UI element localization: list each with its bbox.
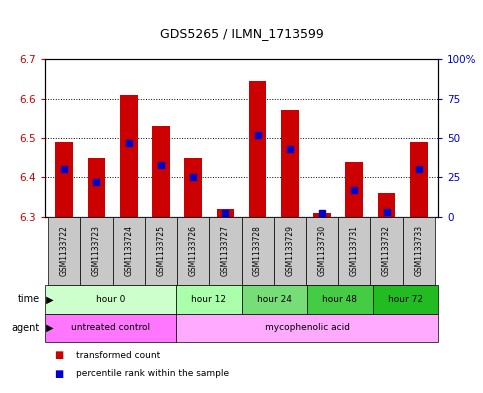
Text: GSM1133731: GSM1133731 (350, 226, 359, 276)
Text: ▶: ▶ (43, 294, 53, 305)
Text: hour 12: hour 12 (191, 295, 226, 304)
Bar (177, 217, 209, 285)
Text: GSM1133729: GSM1133729 (285, 226, 294, 276)
Text: percentile rank within the sample: percentile rank within the sample (76, 369, 229, 378)
Text: GDS5265 / ILMN_1713599: GDS5265 / ILMN_1713599 (159, 27, 324, 40)
Bar (87, 158, 105, 217)
Bar (209, 217, 242, 285)
Text: untreated control: untreated control (71, 323, 150, 332)
Text: GSM1133722: GSM1133722 (60, 226, 69, 276)
Bar (176, 314, 438, 342)
Bar (338, 217, 370, 285)
Text: GSM1133733: GSM1133733 (414, 225, 423, 277)
Text: transformed count: transformed count (76, 351, 160, 360)
Text: GSM1133727: GSM1133727 (221, 226, 230, 276)
Bar (48, 217, 80, 285)
Text: GSM1133730: GSM1133730 (317, 225, 327, 277)
Bar (307, 285, 372, 314)
Bar (281, 110, 298, 217)
Text: hour 72: hour 72 (388, 295, 423, 304)
Bar (176, 285, 242, 314)
Bar (313, 213, 331, 217)
Bar (274, 217, 306, 285)
Text: ▶: ▶ (43, 323, 53, 333)
Bar (410, 142, 427, 217)
Bar (120, 95, 138, 217)
Text: GSM1133724: GSM1133724 (124, 226, 133, 276)
Bar (370, 217, 403, 285)
Text: mycophenolic acid: mycophenolic acid (265, 323, 350, 332)
Bar (45, 285, 176, 314)
Text: ■: ■ (55, 369, 64, 379)
Bar (56, 142, 73, 217)
Bar (145, 217, 177, 285)
Bar (372, 285, 438, 314)
Bar (345, 162, 363, 217)
Text: GSM1133723: GSM1133723 (92, 226, 101, 276)
Bar (242, 217, 274, 285)
Text: GSM1133725: GSM1133725 (156, 226, 166, 276)
Bar (249, 81, 267, 217)
Bar (403, 217, 435, 285)
Bar (113, 217, 145, 285)
Text: time: time (18, 294, 40, 305)
Text: GSM1133726: GSM1133726 (189, 226, 198, 276)
Bar (45, 314, 176, 342)
Bar (378, 193, 396, 217)
Text: hour 24: hour 24 (257, 295, 292, 304)
Bar (242, 285, 307, 314)
Text: hour 48: hour 48 (322, 295, 357, 304)
Text: hour 0: hour 0 (96, 295, 125, 304)
Text: GSM1133732: GSM1133732 (382, 226, 391, 276)
Bar (185, 158, 202, 217)
Bar (152, 126, 170, 217)
Text: GSM1133728: GSM1133728 (253, 226, 262, 276)
Bar (80, 217, 113, 285)
Bar (216, 209, 234, 217)
Text: ■: ■ (55, 350, 64, 360)
Text: agent: agent (12, 323, 40, 333)
Bar (306, 217, 338, 285)
